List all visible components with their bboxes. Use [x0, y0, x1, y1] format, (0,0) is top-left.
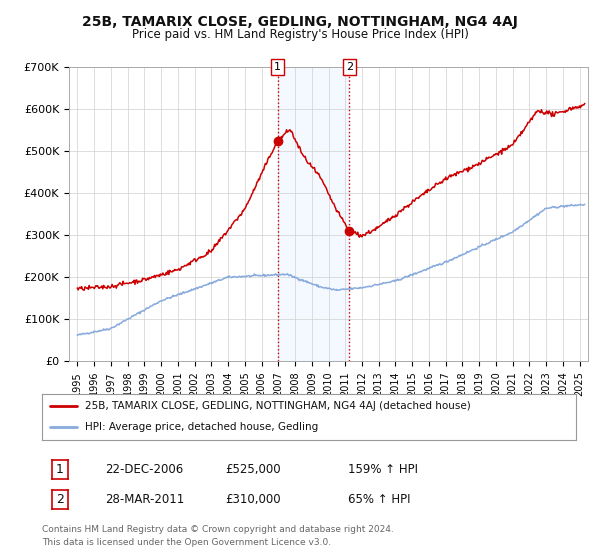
Text: 22-DEC-2006: 22-DEC-2006 [105, 463, 183, 476]
Text: 65% ↑ HPI: 65% ↑ HPI [348, 493, 410, 506]
Text: 2: 2 [346, 62, 353, 72]
Text: HPI: Average price, detached house, Gedling: HPI: Average price, detached house, Gedl… [85, 422, 318, 432]
Text: 1: 1 [274, 62, 281, 72]
Text: 1: 1 [56, 463, 64, 476]
Text: £310,000: £310,000 [225, 493, 281, 506]
Text: 2: 2 [56, 493, 64, 506]
Text: £525,000: £525,000 [225, 463, 281, 476]
Text: 25B, TAMARIX CLOSE, GEDLING, NOTTINGHAM, NG4 4AJ (detached house): 25B, TAMARIX CLOSE, GEDLING, NOTTINGHAM,… [85, 401, 470, 411]
Text: 159% ↑ HPI: 159% ↑ HPI [348, 463, 418, 476]
Text: Price paid vs. HM Land Registry's House Price Index (HPI): Price paid vs. HM Land Registry's House … [131, 28, 469, 41]
Text: Contains HM Land Registry data © Crown copyright and database right 2024.
This d: Contains HM Land Registry data © Crown c… [42, 525, 394, 547]
Bar [278, 67, 349, 361]
Text: 25B, TAMARIX CLOSE, GEDLING, NOTTINGHAM, NG4 4AJ: 25B, TAMARIX CLOSE, GEDLING, NOTTINGHAM,… [82, 15, 518, 29]
Text: 28-MAR-2011: 28-MAR-2011 [105, 493, 184, 506]
